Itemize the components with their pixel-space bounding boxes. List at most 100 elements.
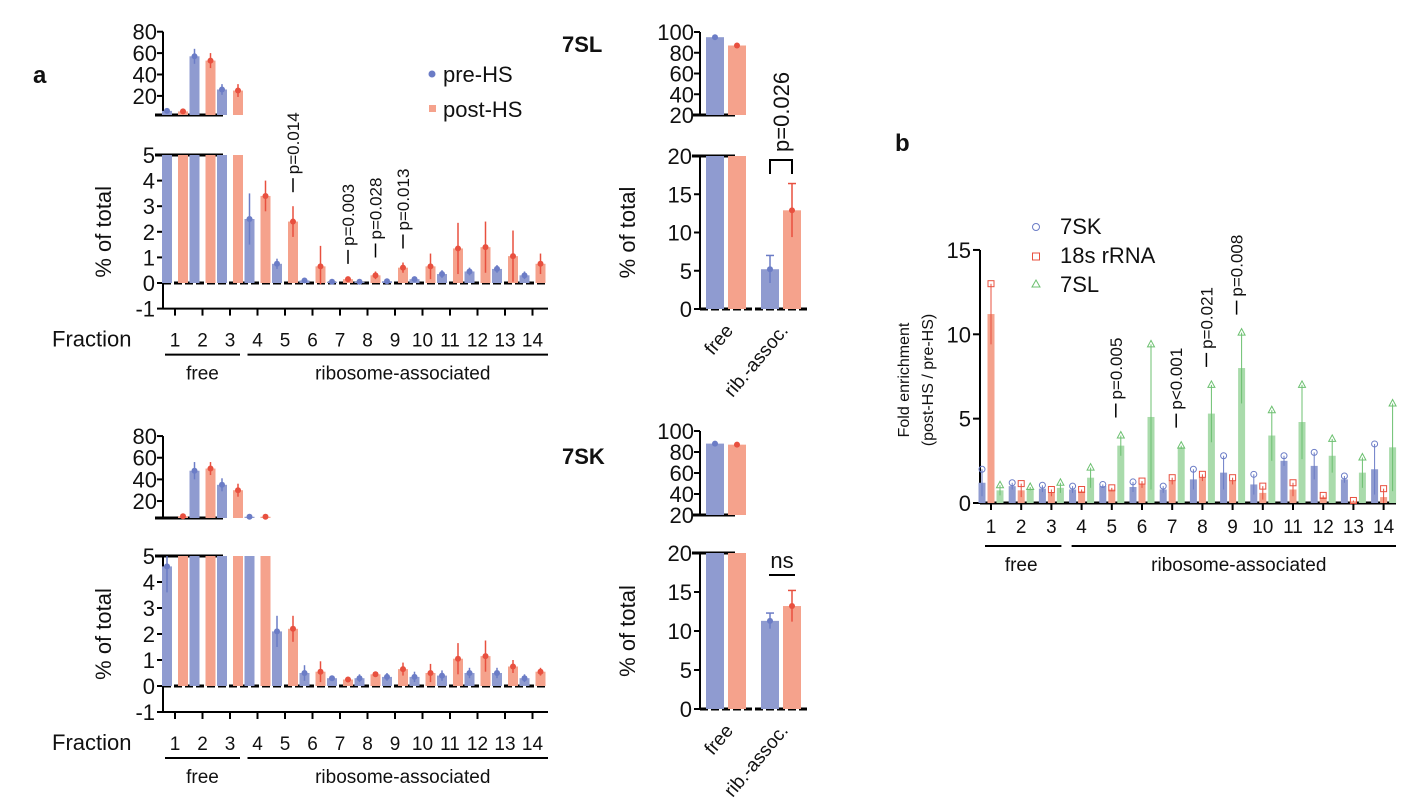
mean-point [427,263,434,270]
y-tick-label: 3 [143,596,155,621]
bar-18s-rRNA-fraction-8 [1198,477,1206,503]
x-tick-label: 10 [412,734,433,755]
bar-post-HS-fraction-1 [178,155,188,283]
y-tick-label: 20 [133,84,157,109]
bar-pre-HS-rib.-assoc. [761,620,779,709]
x-tick-label: 7 [335,331,346,352]
point-marker [1349,496,1357,504]
point-marker [1078,486,1086,494]
y-tick-label: 0 [143,674,155,699]
bar-pre-HS-fraction-1 [162,155,172,283]
y-tick-label: -1 [135,700,155,725]
mean-point [482,653,489,660]
point-marker [1108,484,1116,492]
bar-7SL-fraction-1 [996,490,1004,503]
x-tick-label: 3 [225,734,236,755]
y-tick-label: 20 [668,541,692,566]
x-tick-label: 4 [252,734,263,755]
bar-post-HS-fraction-9 [398,267,408,283]
bar-7SL-fraction-10 [1268,435,1276,503]
point-marker [1038,481,1046,489]
y-tick-label: 100 [657,20,694,45]
mean-point [411,673,418,680]
bar-post-HS-free [728,553,746,709]
legend-marker-pre-HS [428,70,436,78]
y-axis-label: Fold enrichment [896,322,913,437]
bar-7SK-fraction-5 [1099,486,1107,503]
group-label-free: free [1005,555,1038,576]
y-tick-label: 2 [143,622,155,647]
x-axis-label: Fraction [52,730,131,755]
bar-post-HS-fraction-4 [260,195,271,283]
mean-point [384,278,390,285]
bar-7SK-fraction-2 [1008,486,1016,503]
bar-post-HS-fraction-5 [288,221,298,283]
bar-7SL-fraction-9 [1238,368,1246,503]
x-tick-label: 14 [1373,517,1395,538]
bar-7SK-fraction-3 [1038,488,1046,503]
bar-7SL-fraction-5 [1117,445,1125,503]
mean-point [290,625,296,632]
x-tick-label: 13 [494,331,515,352]
bar-post-HS-fraction-9 [398,669,408,686]
mean-point [191,53,198,60]
x-tick-label: 3 [1046,517,1057,538]
x-tick-label: 1 [170,734,181,755]
x-tick-label: 12 [467,734,488,755]
bar-7SK-fraction-8 [1189,479,1197,503]
x-tick-label: 14 [522,331,544,352]
legend-marker-18s-rRNA [1032,252,1040,261]
x-tick-label: 5 [1107,517,1118,538]
significance-label: ns [770,548,793,573]
point-marker [995,480,1005,489]
point-marker [1056,477,1065,486]
y-tick-label: 80 [670,440,694,465]
bar-7SK-fraction-13 [1340,479,1348,503]
point-marker [1380,485,1388,493]
x-tick-label: 11 [1283,517,1303,538]
bar-pre-HS-fraction-3 [217,556,227,686]
bar-post-HS-rib.-assoc. [783,210,801,309]
y-tick-label: -1 [135,297,155,322]
point-marker [1371,440,1379,448]
mean-point [427,670,434,676]
mean-point [466,670,473,676]
point-marker [1129,478,1137,486]
bar-upper-post-HS-free [728,444,746,515]
bar-pre-HS-fraction-13 [492,268,502,283]
x-axis-label: Fraction [52,327,131,352]
bar-upper-pre-HS-fraction-2 [189,56,200,115]
bar-7SL-fraction-12 [1328,455,1336,503]
point-marker [1086,462,1095,471]
y-tick-label: 15 [668,580,692,605]
legend-label-post-HS: post-HS [443,97,522,122]
legend-label: 18s rRNA [1060,243,1156,268]
point-marker [1259,482,1267,490]
mean-point [372,671,379,678]
point-marker [1280,452,1288,460]
bar-7SK-fraction-7 [1159,489,1167,503]
mean-point [180,108,186,115]
bar-post-HS-fraction-2 [205,155,216,283]
mean-point [356,278,363,285]
p-value-label: p=0.003 [339,184,358,246]
bar-pre-HS-rib.-assoc. [761,269,779,309]
point-marker [1289,479,1297,487]
y-tick-label: 60 [670,461,694,486]
legend-label: 7SL [1060,272,1099,297]
bar-upper-pre-HS-fraction-2 [189,470,200,518]
mean-point [274,628,280,635]
bar-18s-rRNA-fraction-7 [1168,481,1176,503]
chart-title-7SL: 7SL [562,32,602,57]
x-tick-label: 10 [412,331,433,352]
y-tick-label: 80 [670,41,694,66]
bar-upper-pre-HS-fraction-3 [217,89,227,115]
y-tick-label: 100 [657,419,694,444]
x-tick-label: 4 [252,331,263,352]
x-tick-label: 11 [440,331,460,352]
mean-point [329,278,335,285]
mean-point [317,263,324,270]
mean-point [537,668,544,675]
mean-point [191,467,198,474]
y-axis-label: % of total [615,585,640,677]
